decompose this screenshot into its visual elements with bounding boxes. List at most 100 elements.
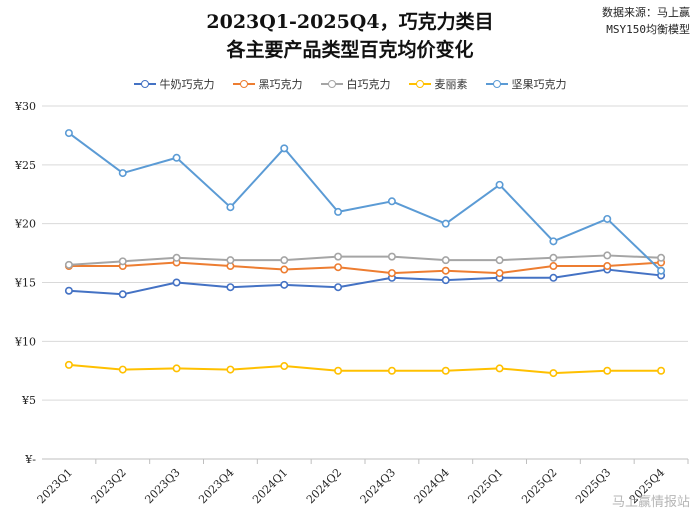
legend-item-maltesers: 麦丽素 bbox=[408, 76, 468, 92]
data-point bbox=[64, 360, 73, 369]
data-point bbox=[549, 262, 558, 271]
data-point bbox=[495, 180, 504, 189]
legend-item-nut: 坚果巧克力 bbox=[485, 76, 567, 92]
legend-swatch-white bbox=[320, 79, 343, 89]
series-2 bbox=[64, 251, 666, 269]
x-tick-label: 2025Q2 bbox=[519, 466, 559, 506]
y-tick-label: ¥- bbox=[24, 453, 36, 466]
data-point bbox=[280, 144, 289, 153]
series-line bbox=[68, 261, 662, 275]
source-note: 数据来源：马上赢 MSY150均衡模型 bbox=[602, 4, 690, 38]
series-4 bbox=[64, 129, 666, 275]
data-point bbox=[549, 253, 558, 262]
legend-swatch-nut bbox=[485, 79, 508, 89]
source-line1: 数据来源：马上赢 bbox=[602, 6, 690, 19]
legend-swatch-maltesers bbox=[408, 79, 431, 89]
legend-label-white: 白巧克力 bbox=[346, 78, 391, 91]
data-point bbox=[441, 219, 450, 228]
data-point bbox=[226, 365, 235, 374]
data-point bbox=[280, 265, 289, 274]
data-point bbox=[118, 365, 127, 374]
data-point bbox=[172, 253, 181, 262]
data-point bbox=[64, 129, 73, 138]
legend-label-dark: 黑巧克力 bbox=[258, 78, 303, 91]
series-0 bbox=[64, 265, 666, 299]
data-point bbox=[280, 362, 289, 371]
data-point bbox=[657, 266, 666, 275]
data-point bbox=[657, 366, 666, 375]
x-tick-label: 2023Q4 bbox=[196, 466, 236, 506]
data-point bbox=[280, 256, 289, 265]
legend-label-nut: 坚果巧克力 bbox=[511, 78, 567, 91]
series-line bbox=[68, 268, 662, 296]
x-tick-label: 2024Q1 bbox=[250, 466, 290, 506]
data-point bbox=[441, 276, 450, 285]
data-point bbox=[118, 169, 127, 178]
data-point bbox=[387, 197, 396, 206]
chart-title: 2023Q1-2025Q4，巧克力类目 各主要产品类型百克均价变化 bbox=[0, 8, 700, 64]
x-tick-label: 2025Q1 bbox=[465, 466, 505, 506]
legend-item-dark: 黑巧克力 bbox=[232, 76, 303, 92]
data-point bbox=[441, 266, 450, 275]
x-tick-label: 2024Q4 bbox=[412, 466, 452, 506]
data-point bbox=[387, 269, 396, 278]
data-point bbox=[226, 203, 235, 212]
data-point bbox=[64, 260, 73, 269]
data-point bbox=[64, 286, 73, 295]
data-point bbox=[549, 237, 558, 246]
data-point bbox=[387, 366, 396, 375]
y-tick-label: ¥25 bbox=[14, 159, 36, 172]
x-tick-label: 2023Q2 bbox=[89, 466, 129, 506]
data-point bbox=[495, 364, 504, 373]
data-point bbox=[657, 253, 666, 262]
legend-label-maltesers: 麦丽素 bbox=[434, 78, 468, 91]
data-point bbox=[118, 290, 127, 299]
y-tick-label: ¥10 bbox=[14, 335, 36, 348]
series-line bbox=[68, 363, 662, 375]
series-lines bbox=[64, 129, 666, 378]
x-tick-label: 2023Q1 bbox=[35, 466, 75, 506]
source-line2: MSY150均衡模型 bbox=[606, 23, 690, 36]
series-3 bbox=[64, 360, 666, 378]
y-tick-label: ¥5 bbox=[21, 394, 36, 407]
data-point bbox=[334, 263, 343, 272]
legend-label-milk: 牛奶巧克力 bbox=[159, 78, 215, 91]
chart-title-line2: 各主要产品类型百克均价变化 bbox=[226, 39, 474, 61]
series-line bbox=[68, 254, 662, 266]
legend-item-milk: 牛奶巧克力 bbox=[133, 76, 215, 92]
data-point bbox=[334, 366, 343, 375]
legend-item-white: 白巧克力 bbox=[320, 76, 391, 92]
x-tick-label: 2023Q3 bbox=[142, 466, 182, 506]
x-tick-label: 2024Q2 bbox=[304, 466, 344, 506]
data-point bbox=[441, 366, 450, 375]
data-point bbox=[226, 283, 235, 292]
y-tick-label: ¥20 bbox=[14, 218, 36, 231]
x-tick-label: 2024Q3 bbox=[358, 466, 398, 506]
data-point bbox=[334, 283, 343, 292]
data-point bbox=[172, 153, 181, 162]
data-point bbox=[495, 256, 504, 265]
legend: 牛奶巧克力 黑巧克力 白巧克力 麦丽素 坚果巧克力 bbox=[0, 76, 700, 92]
data-point bbox=[603, 366, 612, 375]
data-point bbox=[118, 257, 127, 266]
data-point bbox=[334, 252, 343, 261]
data-point bbox=[549, 273, 558, 282]
data-point bbox=[441, 256, 450, 265]
data-point bbox=[603, 251, 612, 260]
data-point bbox=[172, 364, 181, 373]
legend-swatch-dark bbox=[232, 79, 255, 89]
series-line bbox=[68, 132, 662, 272]
data-point bbox=[226, 256, 235, 265]
data-point bbox=[334, 207, 343, 216]
x-tick-label: 2025Q3 bbox=[573, 466, 613, 506]
data-point bbox=[387, 252, 396, 261]
data-point bbox=[603, 262, 612, 271]
data-point bbox=[549, 369, 558, 378]
data-point bbox=[172, 278, 181, 287]
data-point bbox=[280, 280, 289, 289]
data-point bbox=[495, 269, 504, 278]
data-point bbox=[603, 214, 612, 223]
axes: ¥- ¥5 ¥10 ¥15 ¥20 ¥25 ¥30 2023Q1 2023Q2 2023Q3 202… bbox=[14, 100, 689, 506]
y-tick-label: ¥15 bbox=[14, 277, 36, 290]
